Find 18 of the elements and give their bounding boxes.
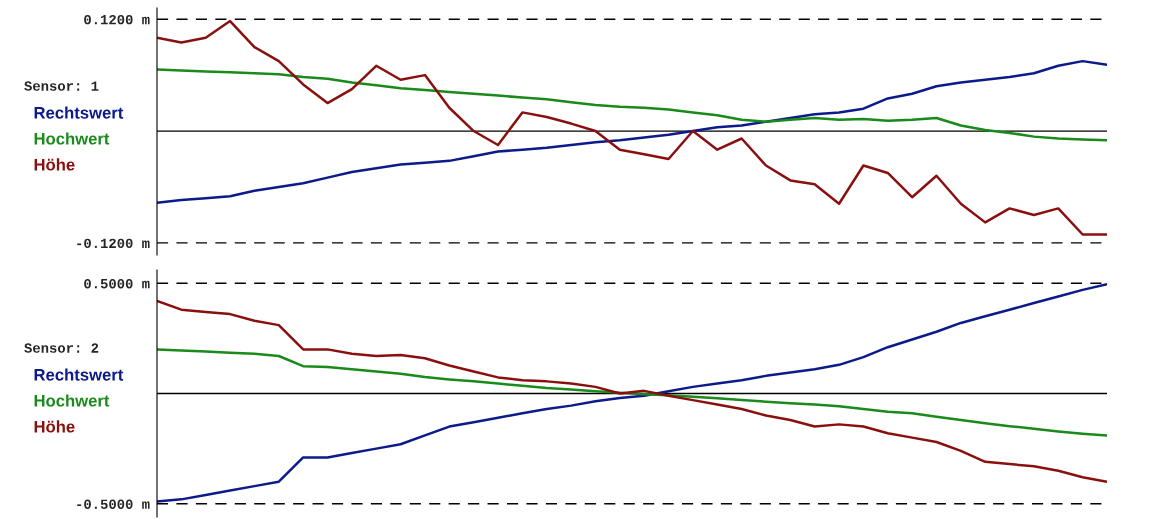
- y-tick-label: 0.5000 m: [84, 278, 150, 289]
- line-series: [157, 348, 1107, 437]
- text: Höhe: [34, 158, 75, 171]
- text: Sensor: 1: [24, 81, 99, 91]
- text: Höhe: [34, 420, 75, 433]
- line-series: [157, 19, 1107, 236]
- text: Hochwert: [34, 394, 110, 407]
- line-series: [157, 283, 1107, 503]
- y-tick-label: 0.1200 m: [84, 14, 150, 25]
- line-series: [157, 299, 1107, 483]
- line-series: [157, 59, 1107, 205]
- text: Sensor: 2: [24, 343, 99, 353]
- text: Hochwert: [34, 132, 110, 145]
- text: Rechtswert: [34, 368, 124, 381]
- line-series: [157, 68, 1107, 142]
- text: Rechtswert: [34, 106, 124, 119]
- y-tick-label: -0.5000 m: [77, 499, 150, 509]
- y-tick-label: -0.1200 m: [77, 238, 150, 249]
